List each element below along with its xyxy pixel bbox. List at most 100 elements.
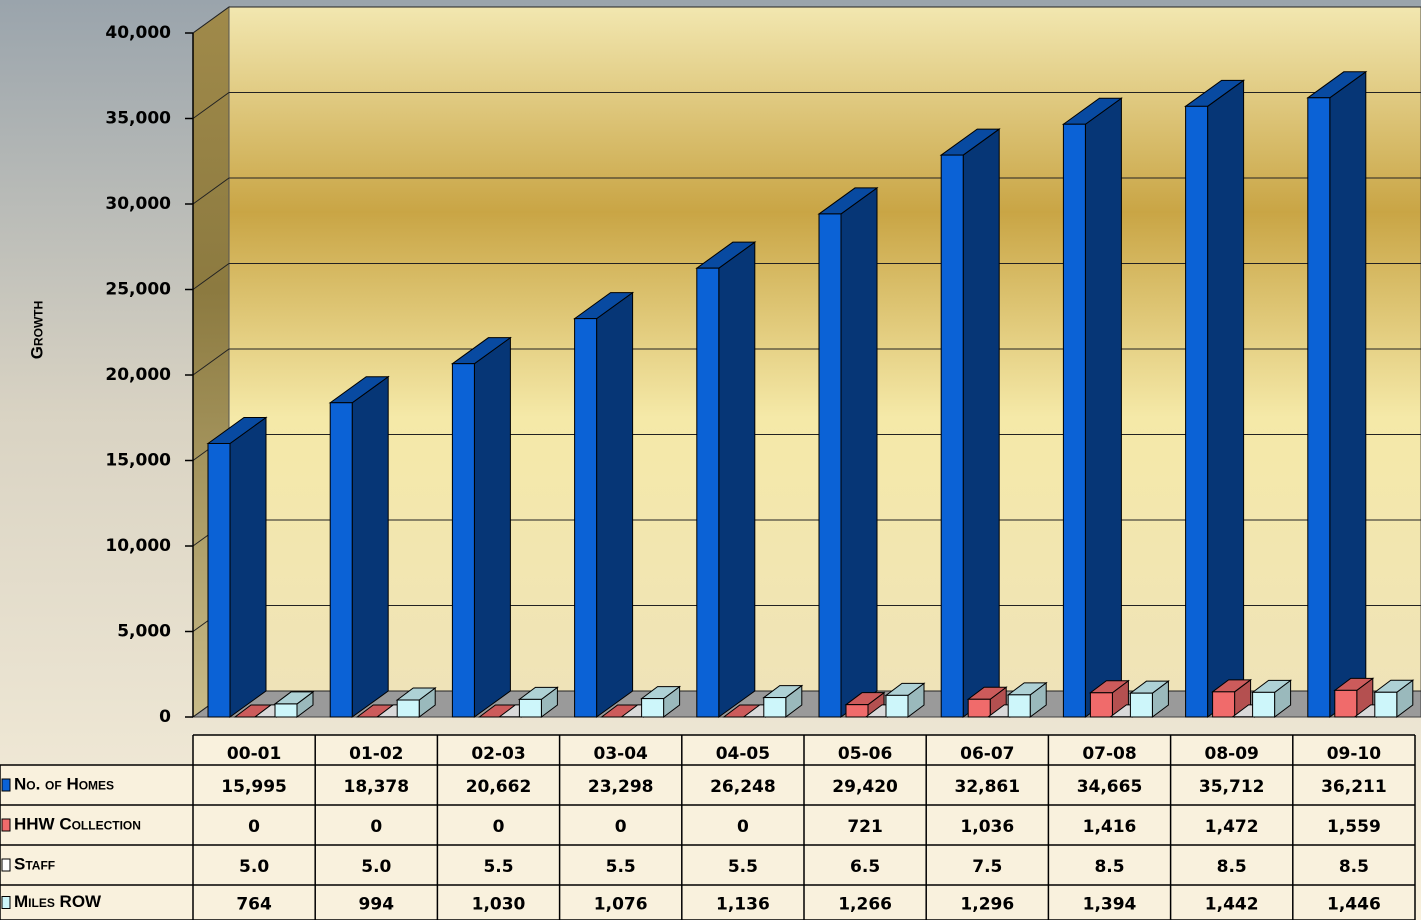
table-cell: 1,036 (960, 817, 1014, 837)
x-tick-label: 02-03 (471, 744, 525, 764)
grid-line (192, 177, 1421, 205)
table-cell: 23,298 (588, 777, 654, 797)
y-tick-label: 25,000 (105, 280, 171, 300)
grid-line (192, 348, 1421, 376)
grid-line (192, 6, 1421, 34)
bar (1062, 123, 1086, 718)
x-tick-label: 04-05 (716, 744, 770, 764)
x-tick-label: 07-08 (1082, 744, 1136, 764)
bar (818, 213, 842, 718)
grid-line (192, 263, 1421, 290)
y-tick-label: 5,000 (117, 622, 171, 642)
table-cell: 1,472 (1205, 817, 1259, 837)
table-cell: 7.5 (972, 857, 1002, 877)
bar (1334, 689, 1358, 718)
bar (1307, 97, 1331, 718)
bar (1007, 694, 1031, 718)
bar (763, 697, 787, 718)
table-cell: 1,296 (960, 895, 1014, 915)
bar-side (962, 128, 1000, 718)
y-tick-label: 0 (159, 707, 171, 727)
table-cell: 8.5 (1217, 857, 1247, 877)
table-cell: 20,662 (466, 777, 532, 797)
bar (207, 442, 231, 718)
legend-label: Miles ROW (14, 892, 102, 911)
bar-side (1207, 79, 1245, 718)
legend-swatch (1, 818, 11, 832)
bar-side (473, 336, 511, 718)
bar (574, 318, 598, 718)
table-cell: 5.5 (728, 857, 758, 877)
bar (1212, 691, 1236, 718)
table-cell: 994 (359, 895, 395, 915)
x-tick-label: 03-04 (594, 744, 649, 764)
bar (967, 698, 991, 718)
y-tick-label: 20,000 (105, 365, 171, 385)
y-axis-label: Growth (27, 301, 46, 360)
x-tick-label: 01-02 (349, 744, 403, 764)
bar (885, 694, 909, 718)
table-cell: 6.5 (850, 857, 880, 877)
table-cell: 26,248 (710, 777, 776, 797)
table-cell: 1,266 (838, 895, 892, 915)
table-cell: 5.5 (606, 857, 636, 877)
x-tick-label: 06-07 (960, 744, 1014, 764)
table-cell: 764 (236, 895, 272, 915)
table-cell: 1,559 (1327, 817, 1381, 837)
x-tick-label: 05-06 (838, 744, 892, 764)
x-tick-label: 08-09 (1205, 744, 1259, 764)
bar (696, 267, 720, 718)
legend-swatch (1, 858, 11, 872)
table-cell: 1,030 (472, 895, 526, 915)
legend-swatch (1, 778, 11, 792)
y-tick-label: 15,000 (105, 451, 171, 471)
table-cell: 29,420 (832, 777, 898, 797)
table-label-bg (0, 765, 193, 920)
bar (1374, 691, 1398, 718)
bar-side (1329, 70, 1367, 718)
bar-side (229, 416, 267, 718)
bar (641, 698, 665, 718)
table-cell: 5.0 (361, 857, 391, 877)
x-tick-label: 09-10 (1327, 744, 1382, 764)
legend-label: HHW Collection (14, 814, 141, 833)
table-cell: 721 (847, 817, 883, 837)
table-cell: 18,378 (343, 777, 409, 797)
bar (1252, 691, 1276, 718)
table-cell: 8.5 (1094, 857, 1124, 877)
table-cell: 8.5 (1339, 857, 1369, 877)
bar-side (718, 241, 756, 718)
bar (329, 402, 353, 718)
table-cell: 32,861 (954, 777, 1020, 797)
legend-label: No. of Homes (14, 774, 114, 793)
table-cell: 1,442 (1205, 895, 1259, 915)
grid-line (192, 92, 1421, 119)
table-cell: 0 (493, 817, 505, 837)
bar-side (840, 186, 878, 718)
table-cell: 15,995 (221, 777, 287, 797)
x-tick-label: 00-01 (227, 744, 281, 764)
bar (1089, 692, 1113, 718)
bar (1185, 105, 1209, 718)
table-cell: 1,076 (594, 895, 648, 915)
table-cell: 1,136 (716, 895, 770, 915)
table-cell: 35,712 (1199, 777, 1265, 797)
table-cell: 1,394 (1083, 895, 1137, 915)
bar-side (1084, 97, 1122, 718)
table-cell: 1,416 (1083, 817, 1137, 837)
table-cell: 5.5 (483, 857, 513, 877)
bar (1129, 692, 1153, 718)
bar-side (596, 291, 634, 718)
bar-side (351, 375, 389, 718)
y-tick-label: 40,000 (105, 23, 171, 43)
y-tick-label: 30,000 (105, 194, 171, 214)
table-cell: 36,211 (1321, 777, 1387, 797)
bar (274, 703, 298, 718)
bar (845, 704, 869, 718)
table-cell: 1,446 (1327, 895, 1381, 915)
table-cell: 0 (737, 817, 749, 837)
table-cell: 0 (248, 817, 260, 837)
bar (518, 698, 542, 718)
bar (396, 699, 420, 718)
